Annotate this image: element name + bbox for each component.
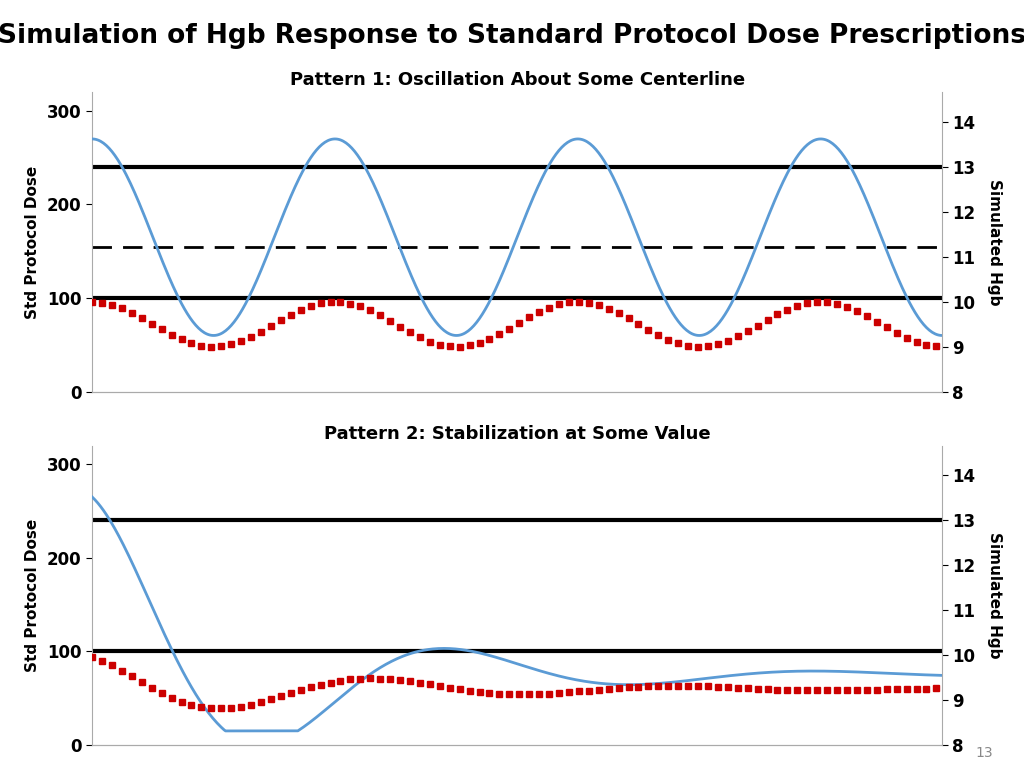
Y-axis label: Simulated Hgb: Simulated Hgb	[987, 532, 1001, 658]
Text: 13: 13	[976, 746, 993, 760]
Y-axis label: Std Protocol Dose: Std Protocol Dose	[26, 165, 40, 319]
Text: Simulation of Hgb Response to Standard Protocol Dose Prescriptions: Simulation of Hgb Response to Standard P…	[0, 23, 1024, 49]
Title: Pattern 2: Stabilization at Some Value: Pattern 2: Stabilization at Some Value	[324, 425, 711, 442]
Title: Pattern 1: Oscillation About Some Centerline: Pattern 1: Oscillation About Some Center…	[290, 71, 744, 89]
Y-axis label: Simulated Hgb: Simulated Hgb	[987, 179, 1001, 305]
Y-axis label: Std Protocol Dose: Std Protocol Dose	[26, 518, 40, 672]
